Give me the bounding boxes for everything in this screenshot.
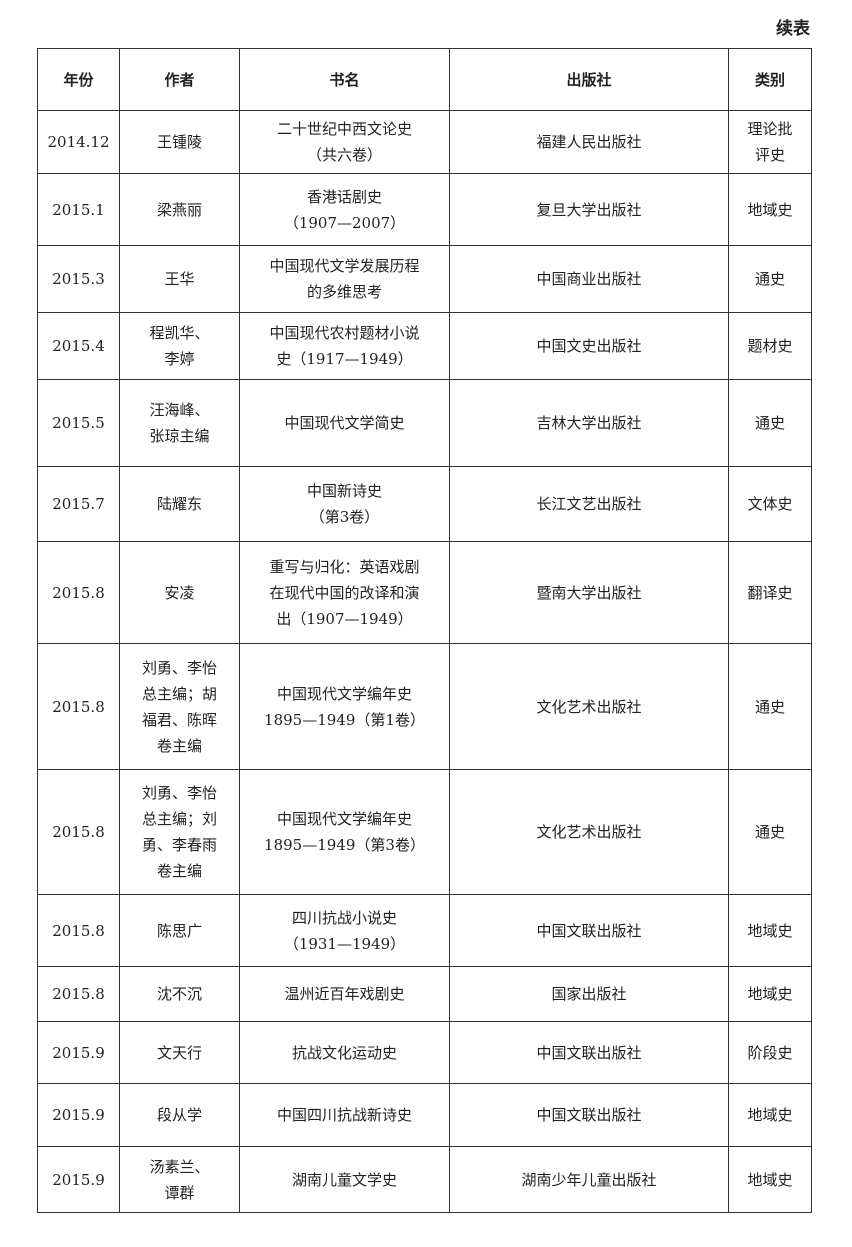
header-author: 作者: [119, 48, 240, 111]
cell-author: 陈思广: [119, 894, 240, 967]
cell-category: 地域史: [728, 1083, 812, 1147]
table-row: 2015.8 刘勇、李怡 总主编；刘 勇、李春雨 卷主编 中国现代文学编年史 189…: [37, 769, 812, 895]
cell-year: 2015.9: [37, 1083, 120, 1147]
cell-author: 刘勇、李怡 总主编；刘 勇、李春雨 卷主编: [119, 769, 240, 895]
table-row: 2015.1 梁燕丽 香港话剧史 （1907—2007） 复旦大学出版社 地域史: [37, 173, 812, 246]
cell-year: 2015.4: [37, 312, 120, 380]
cell-year: 2015.8: [37, 769, 120, 895]
book-table: 年份 作者 书名 出版社 类别 2014.12 王锺陵 二十世纪中西文论史 （共六卷…: [37, 48, 812, 1213]
cell-publisher: 中国商业出版社: [449, 245, 729, 313]
cell-title: 中国现代文学发展历程 的多维思考: [239, 245, 450, 313]
cell-publisher: 中国文联出版社: [449, 1083, 729, 1147]
cell-title: 温州近百年戏剧史: [239, 966, 450, 1022]
cell-title: 抗战文化运动史: [239, 1021, 450, 1084]
cell-category: 通史: [728, 643, 812, 770]
cell-year: 2015.8: [37, 541, 120, 644]
cell-category: 通史: [728, 245, 812, 313]
cell-category: 地域史: [728, 966, 812, 1022]
cell-publisher: 中国文联出版社: [449, 894, 729, 967]
cell-author: 梁燕丽: [119, 173, 240, 246]
header-row: 年份 作者 书名 出版社 类别: [37, 48, 812, 111]
cell-title: 二十世纪中西文论史 （共六卷）: [239, 110, 450, 174]
header-title: 书名: [239, 48, 450, 111]
cell-publisher: 文化艺术出版社: [449, 643, 729, 770]
cell-category: 文体史: [728, 466, 812, 542]
cell-title: 中国四川抗战新诗史: [239, 1083, 450, 1147]
table-row: 2015.8 沈不沉 温州近百年戏剧史 国家出版社 地域史: [37, 966, 812, 1022]
cell-title: 中国现代文学简史: [239, 379, 450, 467]
table-row: 2014.12 王锺陵 二十世纪中西文论史 （共六卷） 福建人民出版社 理论批 评史: [37, 110, 812, 174]
cell-publisher: 文化艺术出版社: [449, 769, 729, 895]
cell-title: 中国现代农村题材小说 史（1917—1949）: [239, 312, 450, 380]
cell-publisher: 中国文史出版社: [449, 312, 729, 380]
table-row: 2015.7 陆耀东 中国新诗史 （第3卷） 长江文艺出版社 文体史: [37, 466, 812, 542]
cell-publisher: 湖南少年儿童出版社: [449, 1146, 729, 1213]
cell-year: 2015.3: [37, 245, 120, 313]
cell-year: 2015.8: [37, 966, 120, 1022]
cell-title: 中国现代文学编年史 1895—1949（第1卷）: [239, 643, 450, 770]
cell-author: 汤素兰、 谭群: [119, 1146, 240, 1213]
cell-category: 通史: [728, 769, 812, 895]
cell-year: 2015.9: [37, 1021, 120, 1084]
table-row: 2015.9 段从学 中国四川抗战新诗史 中国文联出版社 地域史: [37, 1083, 812, 1147]
cell-author: 安凌: [119, 541, 240, 644]
cell-author: 沈不沉: [119, 966, 240, 1022]
cell-title: 中国新诗史 （第3卷）: [239, 466, 450, 542]
table-row: 2015.8 安凌 重写与归化：英语戏剧 在现代中国的改译和演 出（1907—194…: [37, 541, 812, 644]
cell-year: 2015.9: [37, 1146, 120, 1213]
cell-author: 陆耀东: [119, 466, 240, 542]
cell-year: 2014.12: [37, 110, 120, 174]
cell-year: 2015.5: [37, 379, 120, 467]
table-row: 2015.5 汪海峰、 张琼主编 中国现代文学简史 吉林大学出版社 通史: [37, 379, 812, 467]
cell-publisher: 复旦大学出版社: [449, 173, 729, 246]
cell-year: 2015.8: [37, 894, 120, 967]
table-row: 2015.3 王华 中国现代文学发展历程 的多维思考 中国商业出版社 通史: [37, 245, 812, 313]
cell-author: 文天行: [119, 1021, 240, 1084]
cell-author: 王锺陵: [119, 110, 240, 174]
table-row: 2015.9 文天行 抗战文化运动史 中国文联出版社 阶段史: [37, 1021, 812, 1084]
table-row: 2015.4 程凯华、 李婷 中国现代农村题材小说 史（1917—1949） 中国文史…: [37, 312, 812, 380]
cell-author: 段从学: [119, 1083, 240, 1147]
header-year: 年份: [37, 48, 120, 111]
cell-title: 中国现代文学编年史 1895—1949（第3卷）: [239, 769, 450, 895]
table-row: 2015.8 陈思广 四川抗战小说史 （1931—1949） 中国文联出版社 地域史: [37, 894, 812, 967]
cell-category: 理论批 评史: [728, 110, 812, 174]
cell-publisher: 长江文艺出版社: [449, 466, 729, 542]
cell-category: 阶段史: [728, 1021, 812, 1084]
cell-publisher: 吉林大学出版社: [449, 379, 729, 467]
cell-author: 王华: [119, 245, 240, 313]
table-row: 2015.9 汤素兰、 谭群 湖南儿童文学史 湖南少年儿童出版社 地域史: [37, 1146, 812, 1213]
cell-year: 2015.7: [37, 466, 120, 542]
cell-title: 湖南儿童文学史: [239, 1146, 450, 1213]
cell-category: 地域史: [728, 173, 812, 246]
cell-publisher: 中国文联出版社: [449, 1021, 729, 1084]
cell-author: 程凯华、 李婷: [119, 312, 240, 380]
cell-author: 刘勇、李怡 总主编；胡 福君、陈晖 卷主编: [119, 643, 240, 770]
cell-author: 汪海峰、 张琼主编: [119, 379, 240, 467]
table-row: 2015.8 刘勇、李怡 总主编；胡 福君、陈晖 卷主编 中国现代文学编年史 189…: [37, 643, 812, 770]
cell-year: 2015.1: [37, 173, 120, 246]
cell-category: 翻译史: [728, 541, 812, 644]
cell-category: 地域史: [728, 1146, 812, 1213]
cell-category: 地域史: [728, 894, 812, 967]
cell-publisher: 福建人民出版社: [449, 110, 729, 174]
cell-publisher: 暨南大学出版社: [449, 541, 729, 644]
cell-year: 2015.8: [37, 643, 120, 770]
continued-label: 续表: [776, 19, 810, 39]
cell-title: 四川抗战小说史 （1931—1949）: [239, 894, 450, 967]
cell-publisher: 国家出版社: [449, 966, 729, 1022]
cell-category: 题材史: [728, 312, 812, 380]
cell-title: 重写与归化：英语戏剧 在现代中国的改译和演 出（1907—1949）: [239, 541, 450, 644]
cell-title: 香港话剧史 （1907—2007）: [239, 173, 450, 246]
header-publisher: 出版社: [449, 48, 729, 111]
header-category: 类别: [728, 48, 812, 111]
cell-category: 通史: [728, 379, 812, 467]
